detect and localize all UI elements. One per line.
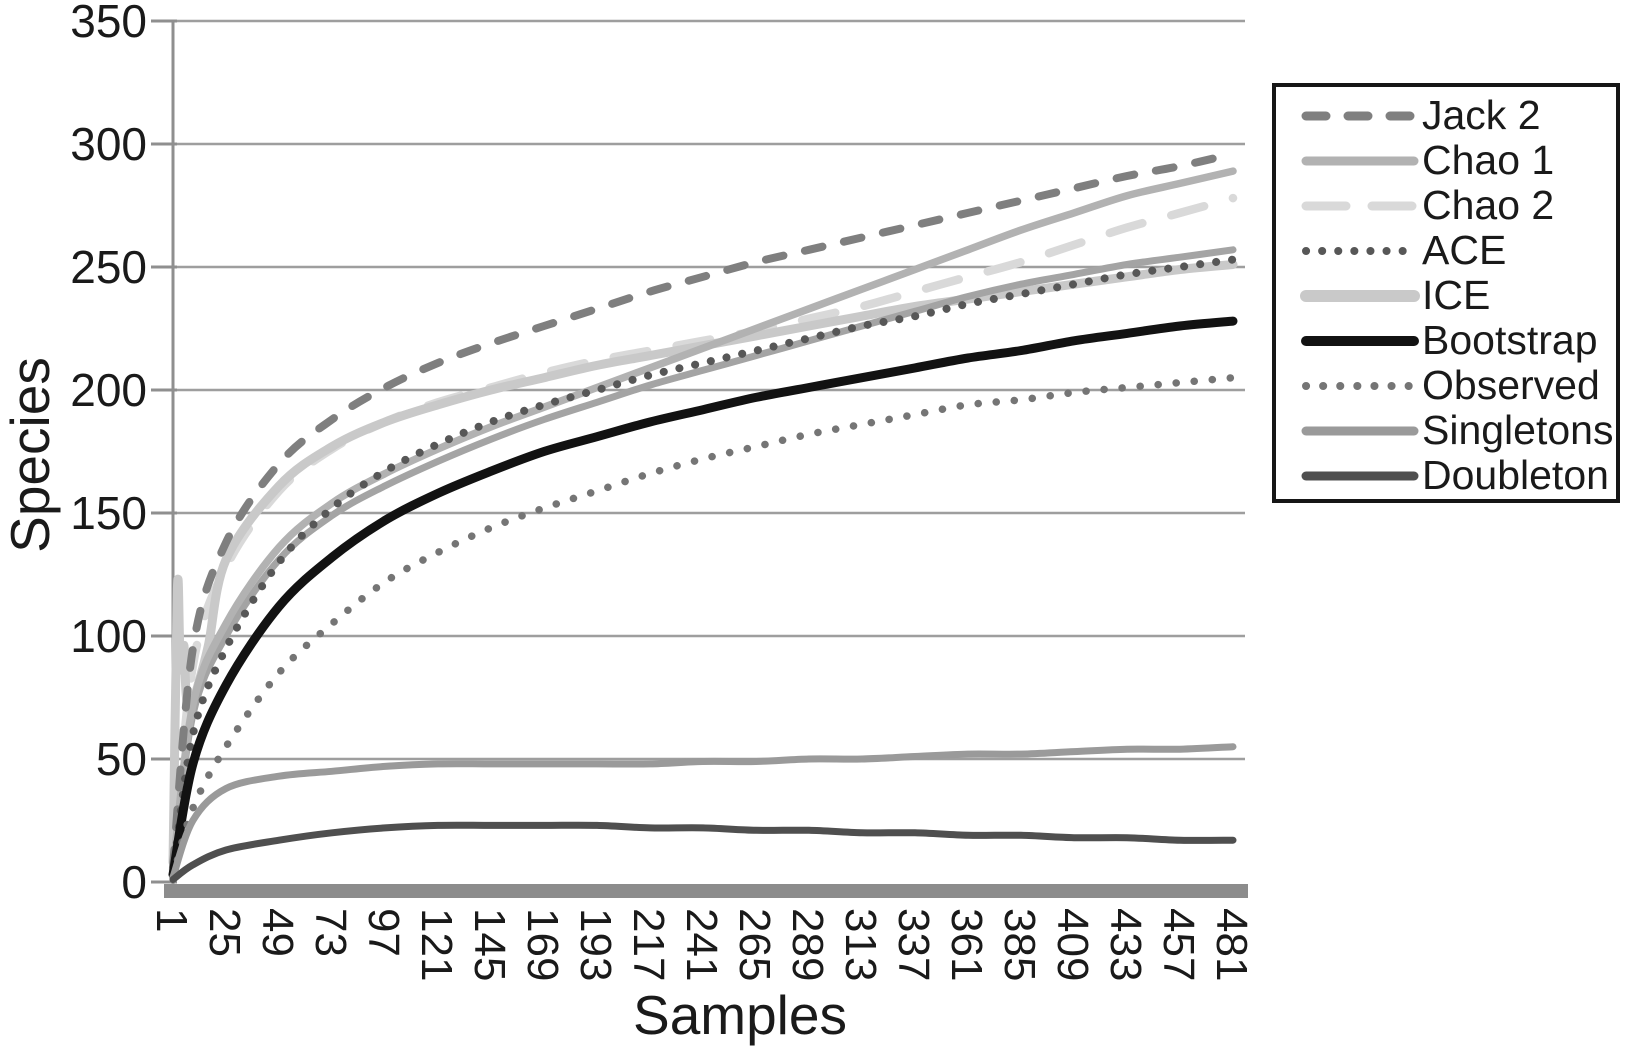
x-tick-label-169: 169 <box>518 908 567 981</box>
x-axis-baseline-bar <box>164 884 1248 898</box>
legend-item-ice: ICE <box>1300 273 1616 318</box>
x-tick-label-361: 361 <box>942 908 991 981</box>
x-tick-label-25: 25 <box>200 908 249 957</box>
x-tick-label-49: 49 <box>253 908 302 957</box>
legend-label-chao1: Chao 1 <box>1422 137 1555 183</box>
legend-label-ice: ICE <box>1422 272 1491 318</box>
y-axis-title: Species <box>0 357 61 553</box>
legend-box: Jack 2 Chao 1 Chao 2 ACE ICE Bootstrap Observe… <box>1272 83 1620 503</box>
legend-item-bootstrap: Bootstrap <box>1300 318 1616 363</box>
y-tick-label-50: 50 <box>96 733 147 785</box>
legend-label-bootstrap: Bootstrap <box>1422 317 1598 363</box>
legend-item-singletons: Singletons <box>1300 408 1616 453</box>
x-tick-label-121: 121 <box>412 908 461 981</box>
legend-swatch-ace-icon <box>1302 246 1418 255</box>
x-tick-label-265: 265 <box>730 908 779 981</box>
legend-label-singletons: Singletons <box>1422 407 1614 453</box>
y-tick-label-200: 200 <box>70 364 147 416</box>
series-line-observed <box>169 373 1237 881</box>
legend-item-chao2: Chao 2 <box>1300 183 1616 228</box>
x-tick-label-385: 385 <box>995 908 1044 981</box>
y-tick-label-0: 0 <box>121 856 147 908</box>
y-tick-label-100: 100 <box>70 610 147 662</box>
x-tick-label-73: 73 <box>306 908 355 957</box>
legend-item-ace: ACE <box>1300 228 1616 273</box>
series-line-chao1 <box>169 167 1237 874</box>
x-axis-title: Samples <box>633 984 847 1046</box>
legend-swatch-observed-icon <box>1302 381 1418 390</box>
legend-item-observed: Observed <box>1300 363 1616 408</box>
x-tick-label-337: 337 <box>889 908 938 981</box>
series-line-unlabeled-gray <box>169 246 1237 874</box>
legend-swatch-doubleton-icon <box>1301 471 1419 480</box>
legend-swatch-ice-icon <box>1300 289 1420 302</box>
x-tick-label-217: 217 <box>624 908 673 981</box>
x-tick-label-409: 409 <box>1048 908 1097 981</box>
series-line-singletons <box>169 743 1237 881</box>
x-tick-label-289: 289 <box>783 908 832 981</box>
x-tick-label-241: 241 <box>677 908 726 981</box>
series-line-bootstrap <box>168 316 1238 880</box>
series-line-ace <box>169 255 1237 879</box>
series-line-doubleton <box>169 821 1237 883</box>
legend-label-ace: ACE <box>1422 227 1507 273</box>
x-tick-label-481: 481 <box>1207 908 1256 981</box>
legend-swatch-singletons-icon <box>1301 426 1419 435</box>
y-tick-label-150: 150 <box>70 487 147 539</box>
x-tick-label-457: 457 <box>1154 908 1203 981</box>
legend-swatch-jack2-icon <box>1301 111 1419 120</box>
x-tick-label-433: 433 <box>1101 908 1150 981</box>
legend-swatch-chao1-icon <box>1301 156 1419 165</box>
y-tick-label-300: 300 <box>70 118 147 170</box>
legend-label-doubleton: Doubleton <box>1422 452 1609 498</box>
x-tick-label-193: 193 <box>571 908 620 981</box>
x-tick-label-97: 97 <box>359 908 408 957</box>
legend-item-jack2: Jack 2 <box>1300 93 1616 138</box>
legend-label-jack2: Jack 2 <box>1422 92 1541 138</box>
legend-item-chao1: Chao 1 <box>1300 138 1616 183</box>
series-line-chao2 <box>168 193 1238 874</box>
y-tick-label-250: 250 <box>70 241 147 293</box>
legend-item-doubleton: Doubleton <box>1300 453 1616 498</box>
x-tick-label-313: 313 <box>836 908 885 981</box>
x-tick-label-1: 1 <box>147 908 196 932</box>
legend-label-chao2: Chao 2 <box>1422 182 1555 228</box>
legend-label-observed: Observed <box>1422 362 1600 408</box>
y-tick-label-350: 350 <box>70 0 147 47</box>
legend-swatch-bootstrap-icon <box>1301 335 1419 346</box>
series-line-jack2 <box>169 149 1237 872</box>
x-tick-label-145: 145 <box>465 908 514 981</box>
legend-swatch-chao2-icon <box>1301 201 1419 210</box>
